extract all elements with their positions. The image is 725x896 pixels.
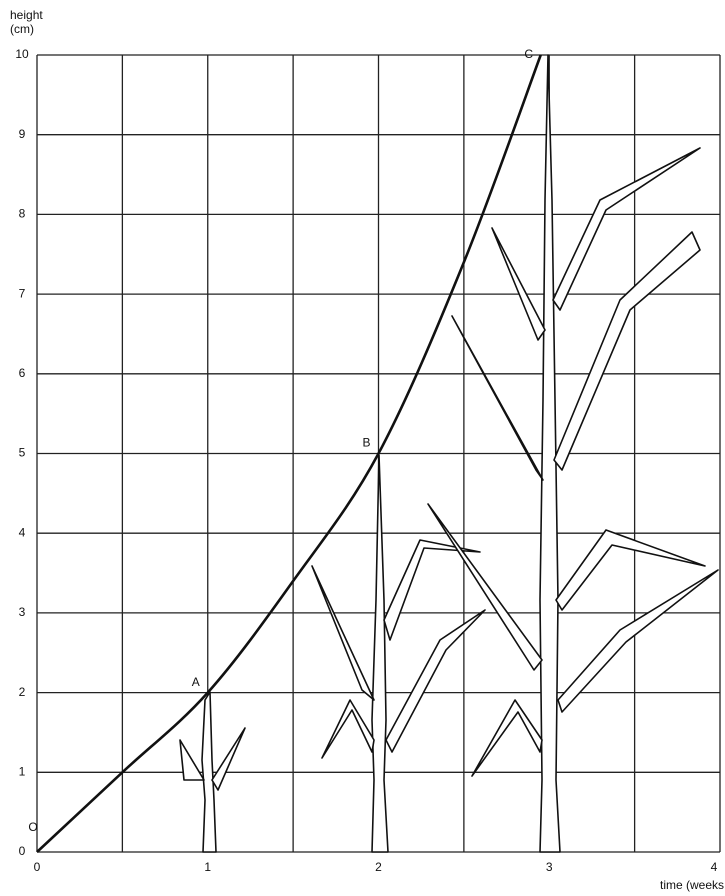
growth-curve <box>36 54 542 853</box>
x-tick-label: 3 <box>546 860 553 874</box>
y-tick-label: 2 <box>19 685 26 699</box>
y-tick-label: 4 <box>19 525 26 539</box>
y-tick-label: 6 <box>19 366 26 380</box>
plant-leaf <box>471 699 543 777</box>
plant-leaf <box>557 569 719 713</box>
x-tick-label: 4 <box>711 860 718 874</box>
y-tick-label: 5 <box>19 446 26 460</box>
x-tick-label: 0 <box>34 860 41 874</box>
x-tick-label: 2 <box>375 860 382 874</box>
y-tick-label: 8 <box>19 207 26 221</box>
y-tick-label: 10 <box>15 47 29 61</box>
plant-stem <box>371 454 389 853</box>
plant-leaf <box>321 699 375 759</box>
point-label: B <box>362 436 370 450</box>
y-axis-label: height <box>10 8 43 22</box>
y-tick-label: 0 <box>19 844 26 858</box>
plant-leaf <box>555 529 706 611</box>
plant-leaf <box>211 727 246 791</box>
x-axis-label: time (weeks <box>660 878 724 892</box>
point-label: A <box>192 675 200 689</box>
y-axis-label: (cm) <box>10 22 34 36</box>
y-tick-label: 9 <box>19 127 26 141</box>
x-tick-label: 1 <box>204 860 211 874</box>
plant-drawings <box>179 54 719 853</box>
y-tick-label: 1 <box>19 764 26 778</box>
plant-leaf <box>179 739 205 781</box>
plant-leaf <box>427 503 543 671</box>
y-tick-label: 3 <box>19 605 26 619</box>
plant-leaf <box>552 147 701 311</box>
plant-leaf <box>383 539 481 641</box>
plant-leaf <box>311 565 375 701</box>
plant-leaf <box>385 609 486 753</box>
y-tick-label: 7 <box>19 286 26 300</box>
plant-leaf <box>491 227 546 341</box>
point-label: O <box>28 820 37 834</box>
plant-leaf <box>553 231 701 471</box>
plant-stem <box>539 54 561 853</box>
point-label: C <box>524 47 533 61</box>
plant-leaf <box>451 315 544 481</box>
